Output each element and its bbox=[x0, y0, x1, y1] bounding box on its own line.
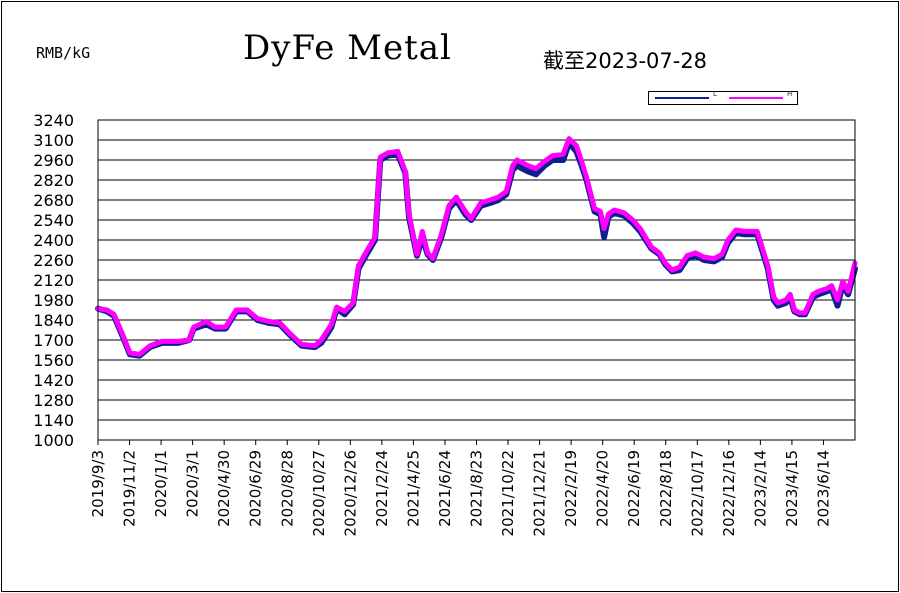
as-of-date: 截至2023-07-28 bbox=[543, 49, 708, 73]
y-tick-label: 1420 bbox=[33, 371, 74, 390]
y-tick-label: 1280 bbox=[33, 391, 74, 410]
y-tick-label: 1840 bbox=[33, 311, 74, 330]
y-tick-label: 1700 bbox=[33, 331, 74, 350]
x-tick-label: 2021/4/25 bbox=[404, 450, 422, 527]
legend: L H bbox=[648, 90, 798, 105]
x-tick-label: 2020/3/1 bbox=[184, 450, 202, 517]
x-tick-label: 2021/10/22 bbox=[499, 450, 517, 536]
plot-area bbox=[97, 119, 856, 441]
y-unit-label: RMB/kG bbox=[36, 44, 91, 62]
x-tick-label: 2020/4/30 bbox=[215, 450, 233, 527]
y-tick-label: 2960 bbox=[33, 151, 74, 170]
y-tick-label: 1980 bbox=[33, 291, 74, 310]
y-tick-label: 2260 bbox=[33, 251, 74, 270]
x-tick-label: 2021/12/21 bbox=[531, 450, 549, 536]
y-tick-label: 2540 bbox=[33, 211, 74, 230]
y-tick-label: 1000 bbox=[33, 431, 74, 450]
y-tick-label: 2820 bbox=[33, 171, 74, 190]
y-tick-label: 2400 bbox=[33, 231, 74, 250]
x-tick-label: 2020/8/28 bbox=[278, 450, 296, 527]
x-tick-label: 2021/8/23 bbox=[468, 450, 486, 527]
y-tick-label: 1140 bbox=[33, 411, 74, 430]
x-tick-label: 2020/10/27 bbox=[310, 450, 328, 536]
x-tick-label: 2020/1/1 bbox=[152, 450, 170, 517]
y-tick-label: 1560 bbox=[33, 351, 74, 370]
x-tick-label: 2022/4/20 bbox=[594, 450, 612, 527]
x-tick-label: 2019/9/3 bbox=[89, 450, 107, 517]
y-tick-label: 2680 bbox=[33, 191, 74, 210]
legend-label-l: L bbox=[713, 90, 717, 98]
series-line-h bbox=[95, 136, 858, 357]
x-tick-label: 2023/4/15 bbox=[783, 450, 801, 527]
x-tick-label: 2023/6/14 bbox=[814, 450, 832, 527]
x-tick-label: 2021/2/24 bbox=[373, 450, 391, 527]
x-tick-label: 2022/2/19 bbox=[562, 450, 580, 527]
x-tick-label: 2022/6/19 bbox=[625, 450, 643, 527]
legend-label-h: H bbox=[787, 90, 793, 98]
y-tick-label: 3100 bbox=[33, 131, 74, 150]
x-tick-label: 2023/2/14 bbox=[751, 450, 769, 527]
x-tick-label: 2019/11/2 bbox=[121, 450, 139, 527]
x-tick-label: 2020/6/29 bbox=[247, 450, 265, 527]
x-axis: 2019/9/3 2019/11/2 2020/1/1 2020/3/1 2020/4/… bbox=[89, 440, 832, 536]
y-axis: 1000114012801420156017001840198021202260… bbox=[33, 111, 74, 450]
x-tick-label: 2022/8/18 bbox=[657, 450, 675, 527]
x-tick-label: 2020/12/26 bbox=[341, 450, 359, 536]
legend-swatches bbox=[655, 97, 783, 99]
x-tick-label: 2022/10/17 bbox=[688, 450, 706, 536]
x-tick-label: 2021/6/24 bbox=[436, 450, 454, 527]
grid bbox=[98, 119, 855, 441]
series-lines bbox=[95, 136, 858, 359]
y-tick-label: 3240 bbox=[33, 111, 74, 130]
chart-title: DyFe Metal bbox=[243, 28, 452, 68]
x-tick-label: 2022/12/16 bbox=[720, 450, 738, 536]
y-tick-label: 2120 bbox=[33, 271, 74, 290]
